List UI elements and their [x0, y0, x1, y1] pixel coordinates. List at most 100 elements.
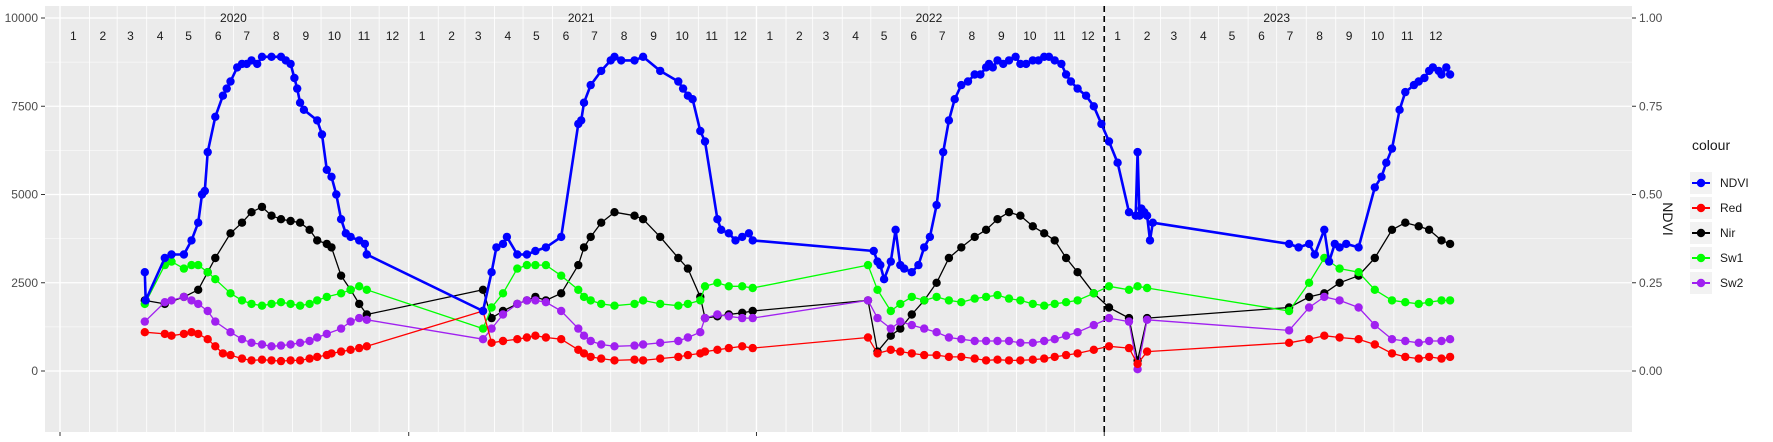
- data-point: [502, 232, 512, 242]
- data-point: [577, 116, 586, 125]
- data-point: [970, 336, 979, 346]
- data-point: [656, 66, 665, 76]
- data-point: [630, 56, 639, 65]
- year-label: 2023: [1263, 11, 1290, 25]
- data-point: [295, 338, 305, 347]
- legend-key-point: [1696, 178, 1706, 188]
- data-point: [286, 216, 295, 226]
- data-point: [700, 313, 710, 323]
- data-point: [981, 356, 991, 365]
- data-point: [907, 268, 916, 277]
- data-point: [522, 333, 532, 342]
- year-label: 2021: [568, 11, 595, 25]
- data-point: [638, 296, 648, 305]
- data-point: [226, 350, 235, 360]
- data-point: [1354, 335, 1363, 344]
- data-point: [1004, 294, 1014, 303]
- data-point: [1387, 349, 1397, 358]
- legend-label: Nir: [1720, 226, 1735, 240]
- data-point: [257, 202, 267, 212]
- month-label: 5: [185, 29, 192, 43]
- data-point: [305, 354, 314, 363]
- data-point: [1142, 347, 1152, 356]
- data-point: [267, 52, 276, 61]
- month-label: 2: [100, 29, 107, 43]
- data-point: [944, 253, 954, 263]
- data-point: [295, 98, 305, 107]
- data-point: [267, 356, 276, 365]
- legend-key-point: [1696, 253, 1706, 263]
- data-point: [1073, 349, 1082, 358]
- data-point: [1414, 354, 1423, 363]
- data-point: [963, 77, 973, 86]
- data-point: [1320, 292, 1329, 302]
- data-point: [993, 290, 1002, 300]
- data-point: [140, 317, 149, 326]
- month-label: 6: [1258, 29, 1265, 43]
- data-point: [1377, 172, 1386, 181]
- month-label: 2: [448, 29, 455, 43]
- data-point: [1387, 225, 1397, 234]
- data-point: [713, 215, 722, 224]
- data-point: [1335, 243, 1344, 252]
- data-point: [1089, 289, 1099, 298]
- data-point: [617, 56, 626, 65]
- data-point: [557, 232, 566, 242]
- data-point: [744, 229, 754, 238]
- month-label: 10: [1023, 29, 1037, 43]
- data-point: [610, 301, 619, 310]
- data-point: [1050, 56, 1059, 65]
- data-point: [194, 299, 203, 309]
- month-label: 3: [475, 29, 482, 43]
- data-point: [1148, 218, 1158, 227]
- data-point: [748, 283, 757, 293]
- data-point: [355, 299, 364, 309]
- data-point: [1040, 301, 1049, 310]
- data-point: [487, 268, 496, 277]
- data-point: [257, 340, 267, 349]
- data-point: [1097, 119, 1106, 129]
- data-point: [1016, 296, 1025, 305]
- data-point: [187, 236, 196, 245]
- data-point: [541, 243, 551, 252]
- data-point: [226, 229, 235, 238]
- data-point: [1437, 296, 1446, 305]
- data-point: [724, 229, 733, 238]
- data-point: [957, 352, 966, 362]
- month-label: 11: [1401, 29, 1414, 43]
- data-point: [305, 225, 314, 234]
- data-point: [1387, 296, 1397, 305]
- data-point: [907, 310, 916, 319]
- data-point: [478, 306, 488, 316]
- year-labels: 2020 2021 2022 2023: [220, 11, 1290, 25]
- data-point: [276, 298, 286, 307]
- data-point: [970, 354, 979, 363]
- data-point: [200, 186, 209, 196]
- data-point: [1437, 236, 1446, 245]
- month-label: 4: [1200, 29, 1207, 43]
- data-point: [1133, 147, 1142, 157]
- data-point: [267, 299, 276, 309]
- data-point: [1324, 257, 1334, 266]
- data-point: [498, 310, 508, 319]
- data-point: [1050, 236, 1059, 245]
- right-tick-label: 0.75: [1639, 99, 1663, 113]
- data-point: [696, 328, 705, 337]
- data-point: [907, 349, 916, 358]
- data-point: [531, 260, 540, 270]
- data-point: [1004, 56, 1014, 65]
- data-point: [993, 336, 1002, 346]
- data-point: [253, 59, 262, 69]
- data-point: [981, 292, 991, 302]
- data-point: [1124, 208, 1134, 217]
- x-axis: [59, 432, 1105, 436]
- data-point: [313, 296, 322, 305]
- data-point: [1310, 250, 1320, 259]
- data-point: [1304, 292, 1314, 302]
- data-point: [1420, 73, 1429, 83]
- data-point: [939, 147, 948, 157]
- data-point: [140, 268, 149, 277]
- data-point: [211, 112, 220, 122]
- legend-item-sw1: Sw1: [1690, 247, 1744, 269]
- data-point: [1335, 278, 1344, 287]
